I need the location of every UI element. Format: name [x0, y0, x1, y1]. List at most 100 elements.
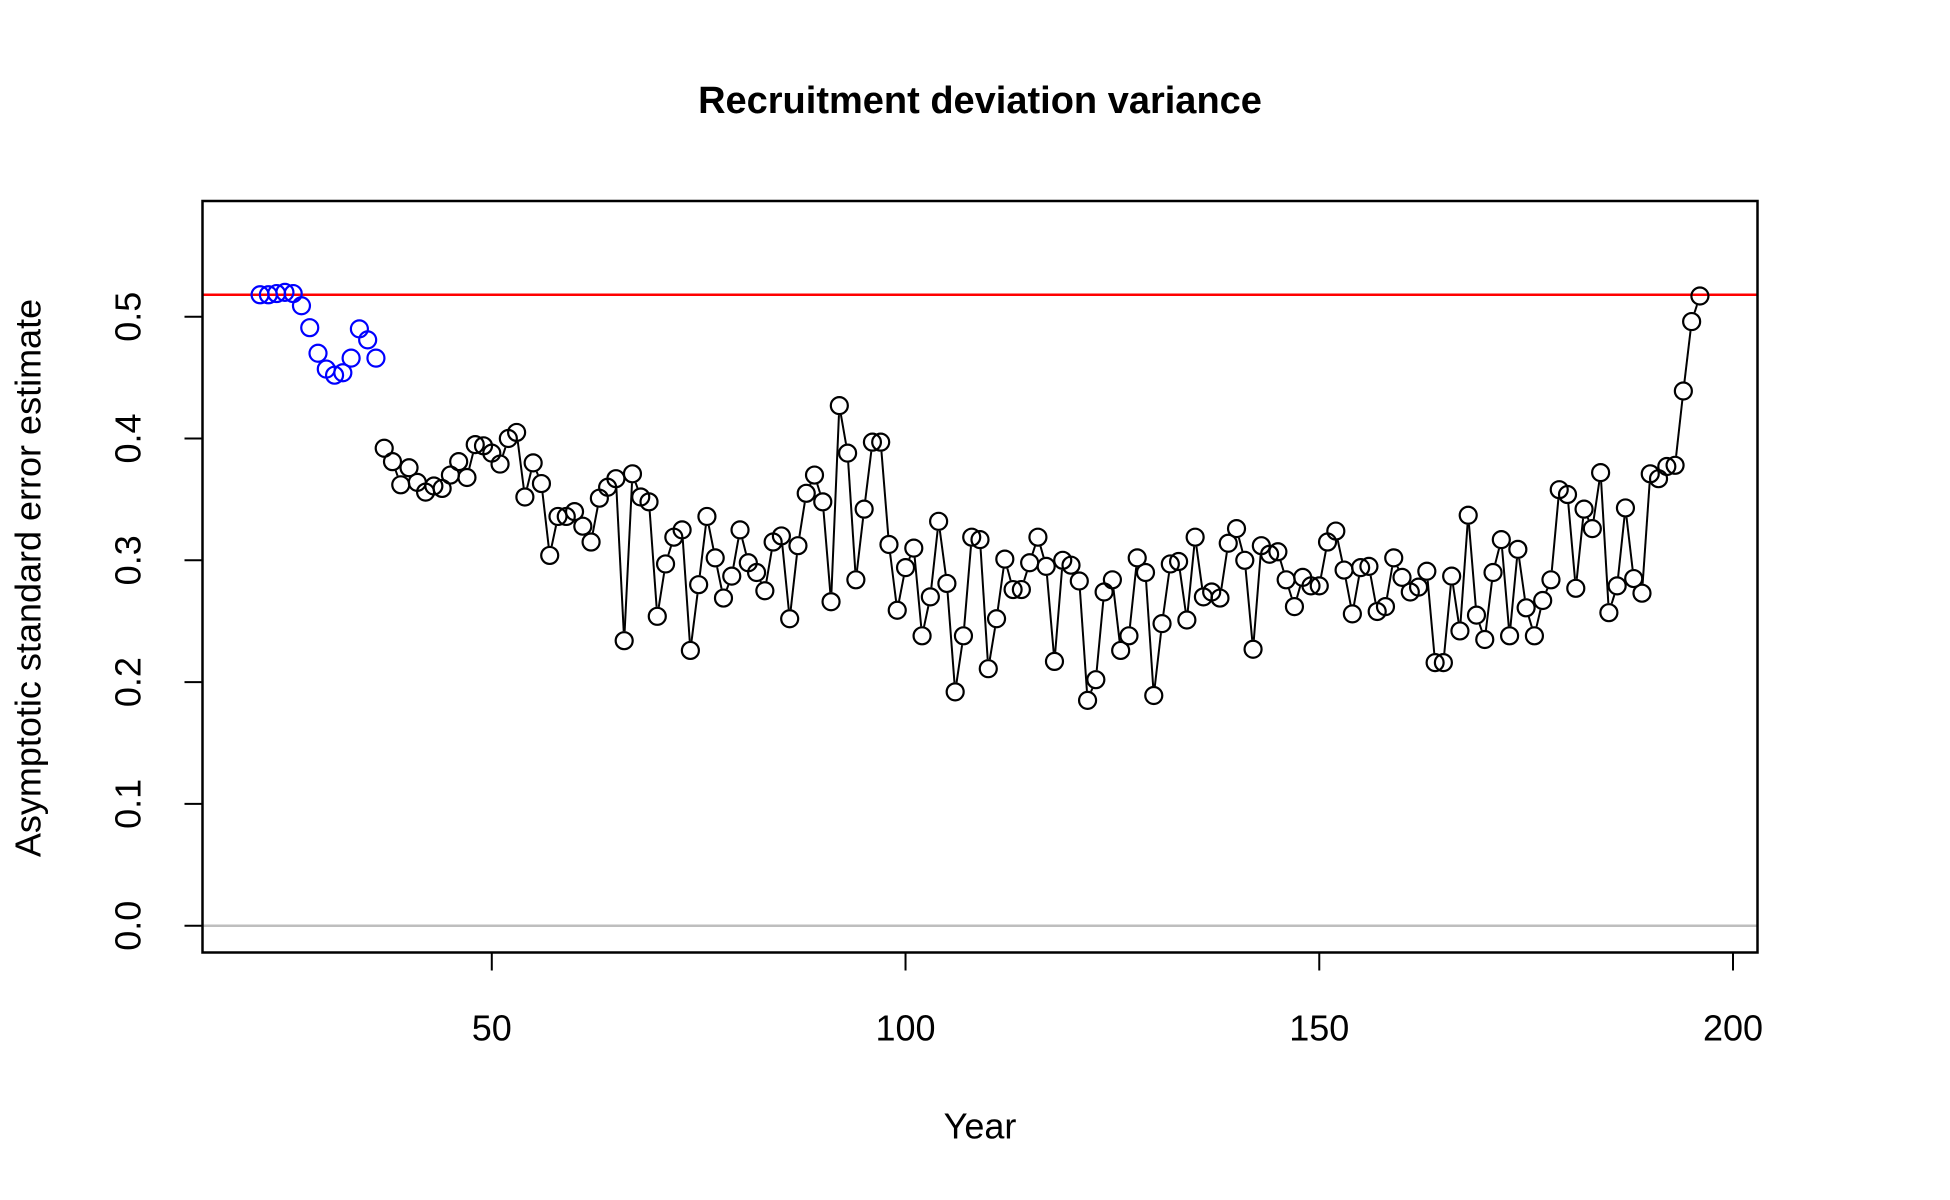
connector [1625, 517, 1634, 570]
connector [913, 557, 923, 627]
point [1127, 548, 1147, 568]
connector [1396, 566, 1400, 570]
point [341, 348, 361, 368]
connector [1459, 524, 1469, 622]
connector [847, 462, 857, 571]
connector [1237, 537, 1244, 552]
connector [634, 482, 639, 489]
connector [1078, 590, 1088, 691]
connector [1178, 570, 1187, 611]
point [804, 465, 825, 485]
connector [996, 568, 1005, 610]
point [1499, 626, 1520, 646]
point [1351, 558, 1371, 578]
connector [1675, 400, 1684, 456]
point [1516, 598, 1536, 618]
point [796, 483, 816, 503]
connector [789, 555, 798, 610]
point [1591, 463, 1611, 483]
connector [1567, 503, 1576, 579]
point [1566, 578, 1586, 598]
connector [1592, 481, 1601, 520]
point [680, 640, 700, 661]
point [879, 534, 899, 555]
point [755, 581, 775, 601]
connector [535, 471, 539, 476]
point [962, 527, 982, 547]
connector [880, 451, 890, 536]
point [1557, 484, 1578, 505]
connector [765, 551, 773, 582]
connector [541, 492, 550, 547]
point [449, 452, 469, 472]
point [705, 548, 725, 568]
point [871, 432, 891, 452]
point [308, 343, 328, 363]
point [399, 458, 419, 478]
point [490, 454, 510, 474]
point [391, 475, 411, 495]
point [647, 606, 667, 626]
point [1384, 548, 1404, 568]
connector [963, 546, 972, 627]
point [697, 506, 717, 527]
point [1475, 629, 1495, 650]
connector [946, 592, 956, 683]
connector [1023, 571, 1028, 581]
x-tick-label: 200 [1703, 1008, 1763, 1049]
point [1011, 579, 1031, 600]
connector [1090, 688, 1094, 692]
point [1673, 381, 1693, 401]
point [1632, 583, 1652, 603]
connector [930, 530, 939, 588]
point [672, 520, 692, 540]
point [1624, 568, 1644, 589]
connector [830, 415, 840, 593]
connector [526, 471, 532, 488]
point [788, 536, 808, 556]
connector [1443, 585, 1452, 654]
point [374, 438, 394, 458]
point [1036, 556, 1056, 576]
connector [550, 525, 557, 547]
point [904, 538, 924, 558]
point [1508, 539, 1528, 559]
connector [394, 470, 399, 477]
point [1102, 570, 1122, 590]
point [1177, 610, 1197, 630]
connector [1162, 573, 1171, 615]
connector [1545, 588, 1549, 593]
point [1226, 519, 1247, 539]
point [953, 626, 974, 646]
point [730, 520, 750, 540]
point [639, 492, 659, 512]
point [564, 501, 585, 522]
point [1168, 551, 1189, 572]
connector [1054, 569, 1063, 653]
point [1450, 621, 1470, 641]
point [324, 365, 345, 385]
point [1582, 519, 1602, 539]
connector [1353, 576, 1360, 605]
point [1028, 527, 1048, 547]
point [349, 319, 369, 339]
connector [923, 605, 930, 627]
connector [468, 453, 474, 469]
point [1607, 576, 1627, 596]
connector [988, 627, 996, 660]
connector [1527, 616, 1533, 627]
point [1491, 530, 1511, 550]
point [1433, 653, 1453, 673]
connector [1288, 588, 1293, 598]
point [1682, 311, 1702, 332]
point [507, 422, 527, 443]
point [1657, 456, 1677, 477]
connector [908, 556, 912, 560]
point [523, 453, 543, 473]
connector [1550, 499, 1560, 571]
point [1408, 577, 1429, 597]
connector [979, 549, 989, 660]
connector [1336, 540, 1344, 561]
point [970, 530, 990, 550]
